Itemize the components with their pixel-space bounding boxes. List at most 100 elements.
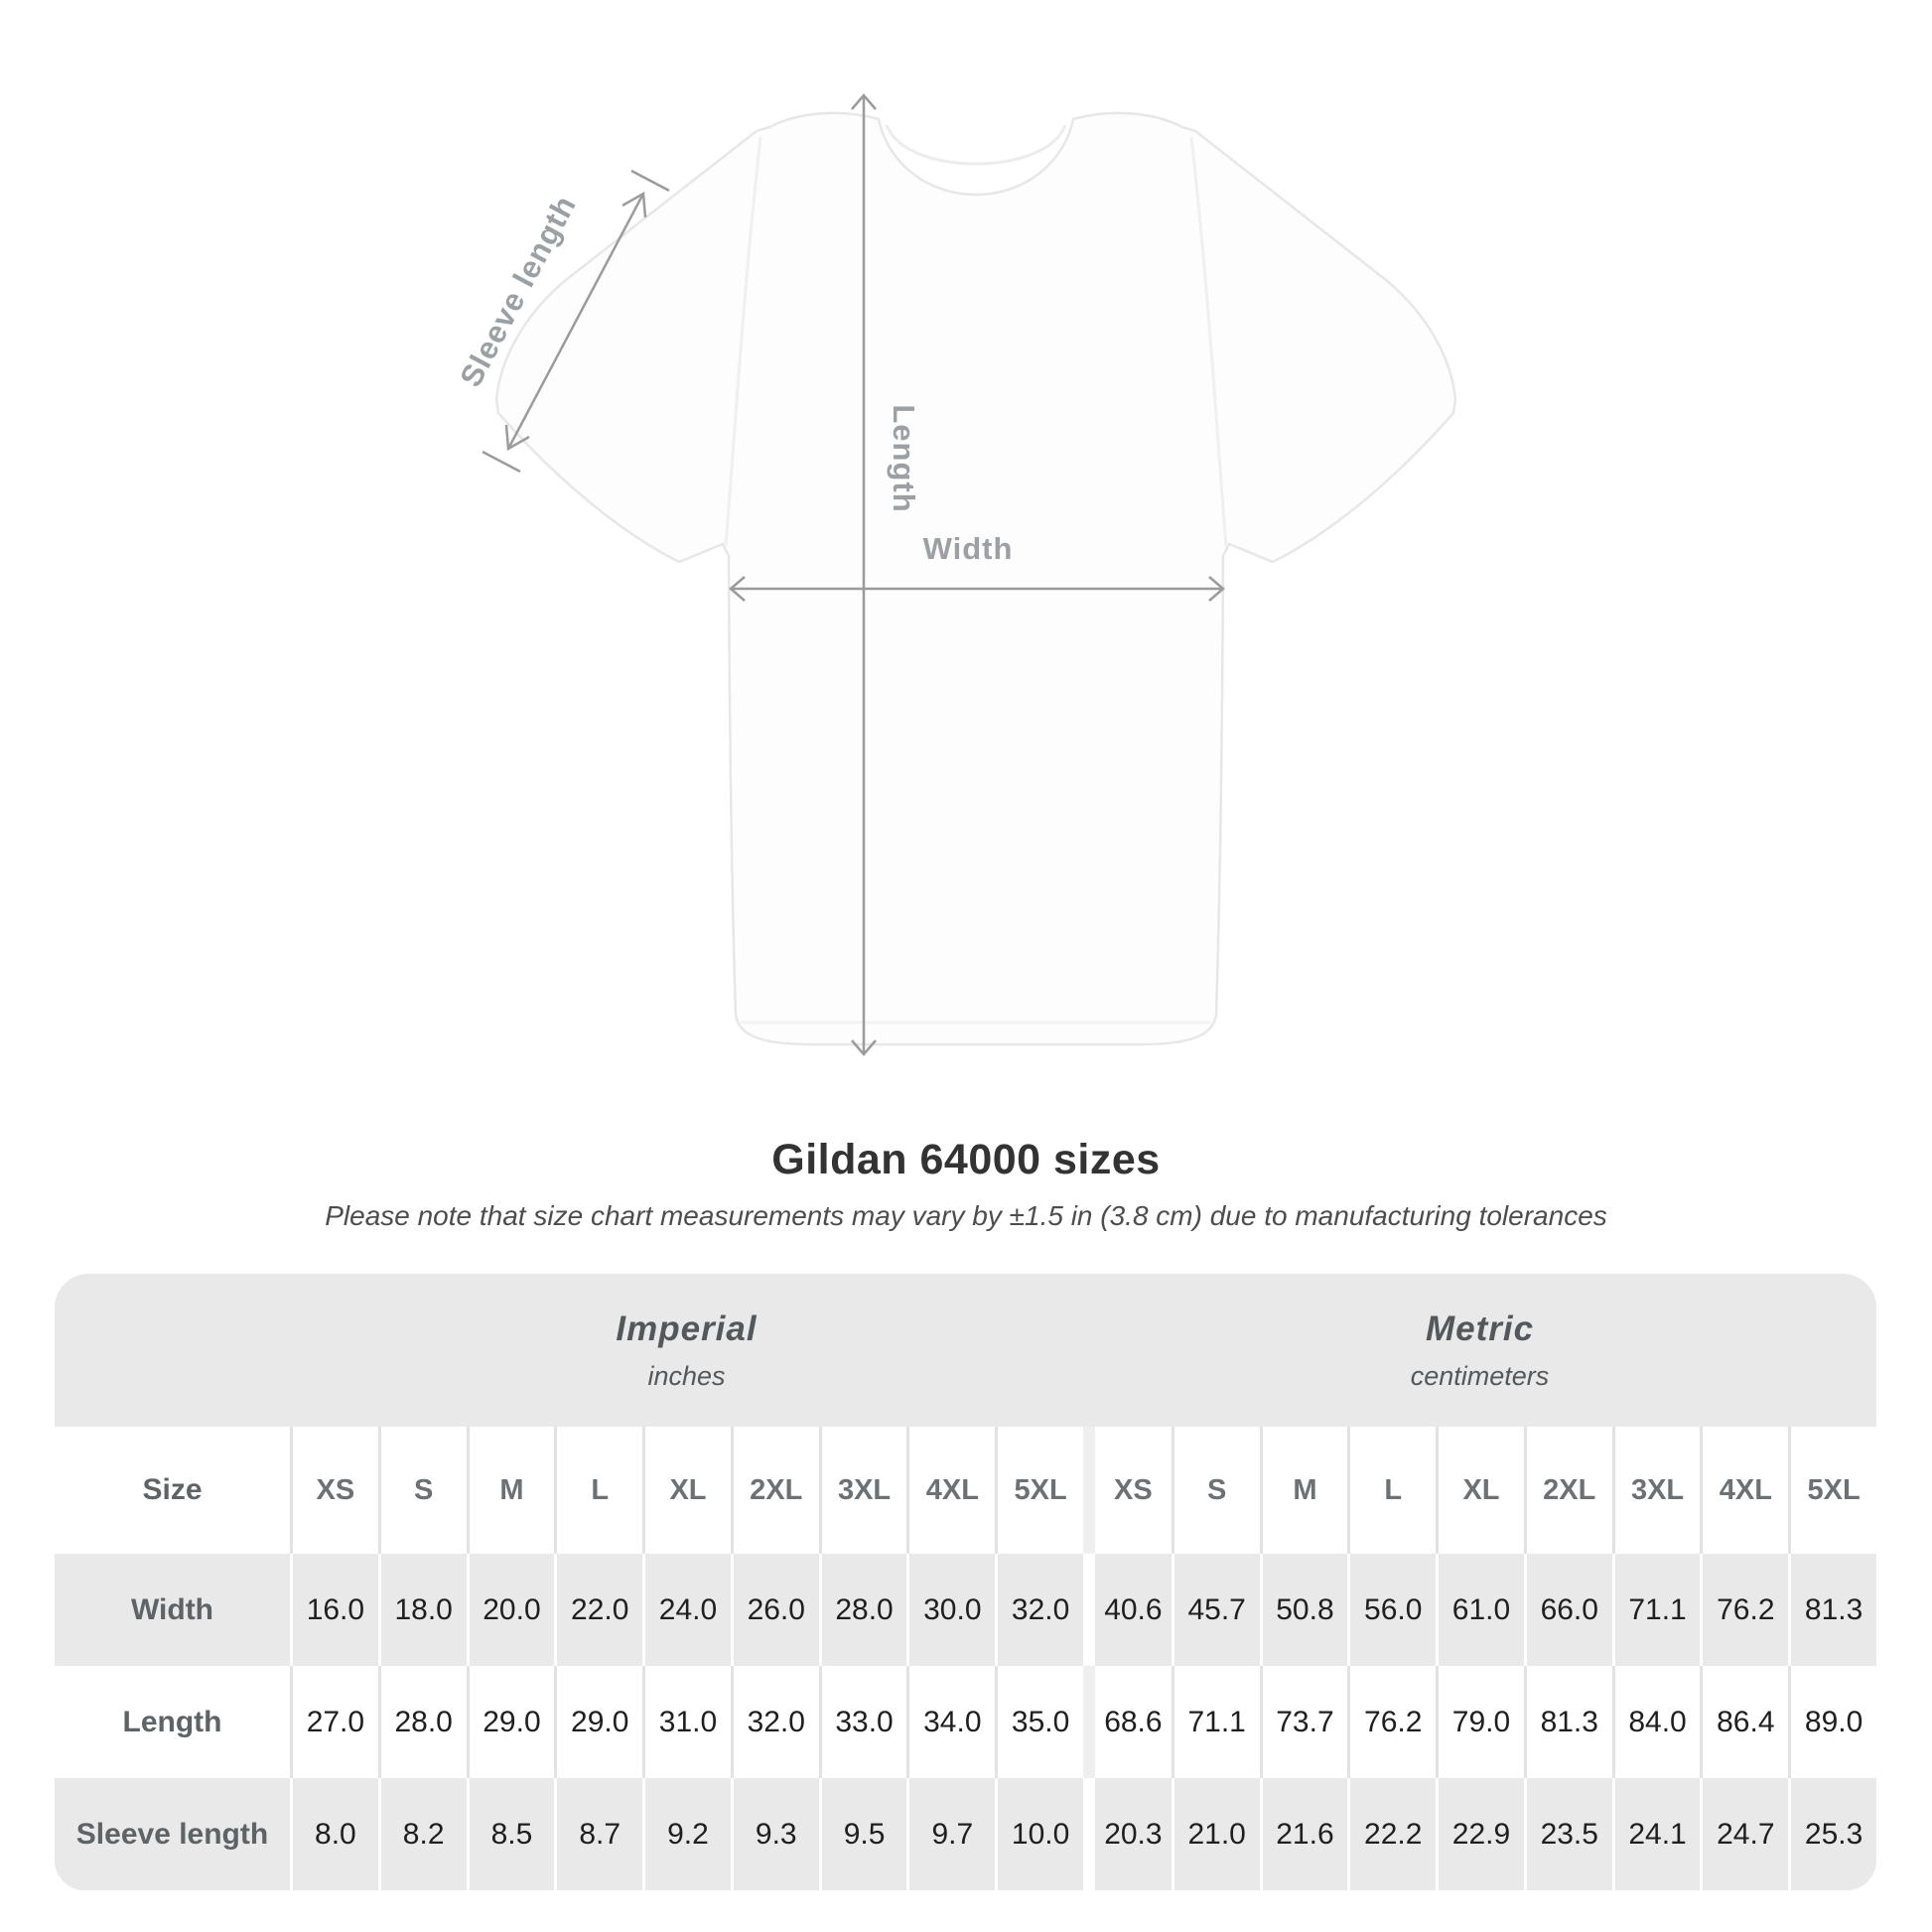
size-header-row: Size XS S M L XL 2XL 3XL 4XL 5XL XS S M … [55,1427,1876,1554]
table-cell: 84.0 [1611,1666,1701,1778]
width-label: Width [923,531,1014,566]
size-col-header: XL [1436,1427,1524,1554]
table-cell: 89.0 [1788,1666,1876,1778]
table-cell: 29.0 [554,1666,642,1778]
table-cell: 16.0 [290,1554,378,1666]
table-cell: 79.0 [1436,1666,1524,1778]
table-cell: 9.5 [818,1778,907,1890]
left-sleeve-seam-line [724,136,762,547]
size-col-header: XL [642,1427,731,1554]
table-row-width: Width 16.0 18.0 20.0 22.0 24.0 26.0 28.0… [55,1554,1876,1666]
table-cell: 18.0 [377,1554,467,1666]
group-header-imperial: Imperial inches [290,1310,1083,1392]
group-header-metric: Metric centimeters [1083,1310,1876,1392]
table-cell: 30.0 [906,1554,995,1666]
size-col-header: 4XL [1700,1427,1788,1554]
table-row-sleeve-length: Sleeve length 8.0 8.2 8.5 8.7 9.2 9.3 9.… [55,1778,1876,1890]
size-col-header: M [1259,1427,1348,1554]
page-title: Gildan 64000 sizes [771,1136,1161,1183]
table-cell: 31.0 [642,1666,731,1778]
unit-group-header-row: Imperial inches Metric centimeters [55,1274,1876,1427]
table-cell: 22.9 [1436,1778,1524,1890]
tshirt-measurement-diagram: Sleeve length Length Width [453,93,1457,1056]
table-cell: 8.7 [554,1778,642,1890]
table-cell: 9.3 [730,1778,819,1890]
table-cell: 20.3 [1083,1778,1172,1890]
size-col-header: M [466,1427,555,1554]
table-cell: 34.0 [906,1666,995,1778]
page-subtitle: Please note that size chart measurements… [325,1200,1607,1231]
size-col-header: 2XL [1523,1427,1612,1554]
table-cell: 76.2 [1700,1554,1788,1666]
table-cell: 56.0 [1347,1554,1436,1666]
table-cell: 21.0 [1171,1778,1260,1890]
table-cell: 28.0 [377,1666,467,1778]
table-cell: 81.3 [1523,1666,1612,1778]
size-col-header: 5XL [995,1427,1083,1554]
table-cell: 8.2 [377,1778,467,1890]
size-col-header: L [554,1427,642,1554]
length-label: Length [887,404,921,512]
table-cell: 32.0 [995,1554,1083,1666]
row-label: Width [130,1592,214,1626]
row-label: Length [122,1705,222,1738]
right-sleeve-seam-line [1189,136,1228,547]
table-cell: 66.0 [1523,1554,1612,1666]
sleeve-length-arrow [482,169,670,474]
table-cell: 61.0 [1436,1554,1524,1666]
table-cell: 71.1 [1611,1554,1701,1666]
table-row-length: Length 27.0 28.0 29.0 29.0 31.0 32.0 33.… [55,1666,1876,1778]
collar-inner-line [885,124,1067,166]
tshirt-body-shape [494,111,1457,1046]
size-col-header: 3XL [1611,1427,1701,1554]
table-cell: 26.0 [730,1554,819,1666]
size-col-header: 2XL [730,1427,819,1554]
table-cell: 27.0 [290,1666,378,1778]
table-cell: 81.3 [1788,1554,1876,1666]
size-col-header: XS [290,1427,378,1554]
width-arrow [729,576,1225,602]
table-cell: 28.0 [818,1554,907,1666]
table-cell: 76.2 [1347,1666,1436,1778]
table-cell: 24.0 [642,1554,731,1666]
table-cell: 10.0 [995,1778,1083,1890]
group-unit: centimeters [1410,1360,1550,1391]
corner-label: Size [142,1473,203,1506]
size-col-header: 3XL [818,1427,907,1554]
size-col-header: S [1171,1427,1260,1554]
table-cell: 86.4 [1700,1666,1788,1778]
table-cell: 24.1 [1611,1778,1701,1890]
table-cell: 9.2 [642,1778,731,1890]
size-col-header: XS [1083,1427,1172,1554]
table-cell: 73.7 [1259,1666,1348,1778]
table-cell: 68.6 [1083,1666,1172,1778]
table-cell: 35.0 [995,1666,1083,1778]
table-cell: 8.5 [466,1778,555,1890]
table-cell: 32.0 [730,1666,819,1778]
table-cell: 45.7 [1171,1554,1260,1666]
length-arrow [851,93,877,1056]
table-cell: 24.7 [1700,1778,1788,1890]
size-table: Imperial inches Metric centimeters Size … [55,1274,1876,1890]
table-cell: 21.6 [1259,1778,1348,1890]
group-name: Metric [1425,1309,1535,1348]
tshirt-photo [494,111,1457,1046]
size-col-header: L [1347,1427,1436,1554]
table-cell: 29.0 [466,1666,555,1778]
table-cell: 33.0 [818,1666,907,1778]
table-cell: 25.3 [1788,1778,1876,1890]
group-unit: inches [647,1360,726,1391]
size-col-header: S [377,1427,467,1554]
group-name: Imperial [616,1309,758,1348]
table-cell: 40.6 [1083,1554,1172,1666]
size-col-header: 5XL [1788,1427,1876,1554]
table-cell: 8.0 [290,1778,378,1890]
table-cell: 20.0 [466,1554,555,1666]
table-cell: 9.7 [906,1778,995,1890]
table-cell: 22.0 [554,1554,642,1666]
row-label: Sleeve length [75,1817,269,1851]
table-cell: 71.1 [1171,1666,1260,1778]
size-col-header: 4XL [906,1427,995,1554]
table-cell: 22.2 [1347,1778,1436,1890]
table-cell: 50.8 [1259,1554,1348,1666]
